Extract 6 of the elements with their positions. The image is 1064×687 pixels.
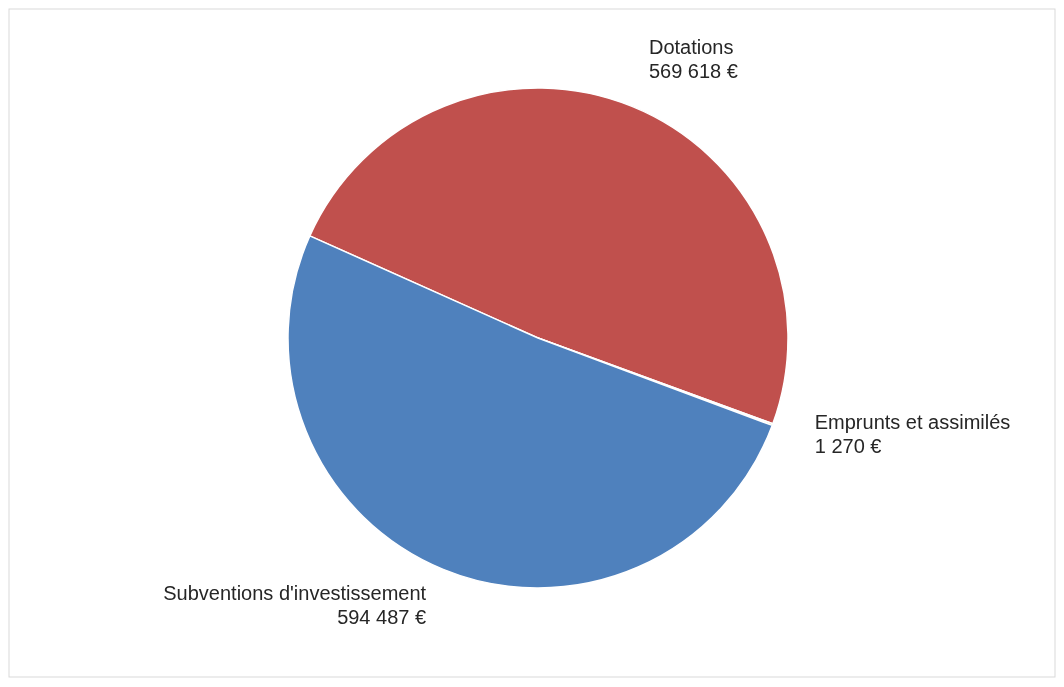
data-label: 569 618 € [648,59,738,82]
slice-label: Emprunts et assimilés [814,411,1011,434]
slice-label: Subventions d'investissement [163,581,427,604]
data-label: 594 487 € [337,605,427,628]
slice-label: Dotations [648,35,734,58]
data-label: 1 270 € [814,435,882,458]
